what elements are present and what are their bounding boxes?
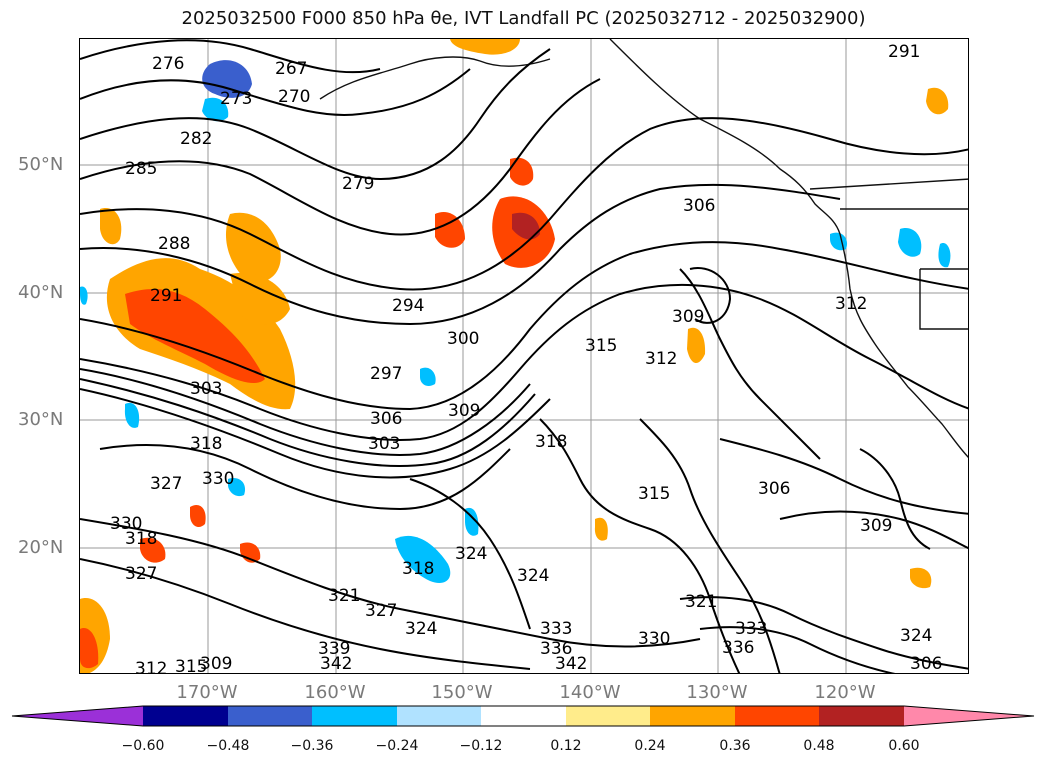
contour-label: 303	[368, 434, 400, 454]
colorbar-cell	[312, 706, 397, 726]
contour-label: 342	[555, 654, 587, 674]
contour-label: 321	[328, 586, 360, 606]
contour-label: 267	[275, 59, 307, 79]
ivt-shading	[80, 39, 951, 673]
colorbar-cell	[650, 706, 735, 726]
colorbar-tick: −0.60	[121, 738, 165, 754]
contour-label: 333	[540, 619, 572, 639]
contour-label: 336	[540, 639, 572, 659]
colorbar-cells	[12, 706, 1034, 726]
contour-label: 312	[835, 294, 867, 314]
contour-label: 318	[535, 432, 567, 452]
colorbar-cell	[397, 706, 481, 726]
lon-label-120w: 120°W	[814, 682, 876, 703]
contour-label: 312	[135, 659, 167, 674]
contour-label: 288	[158, 234, 190, 254]
contour-label: 339	[318, 639, 350, 659]
contour-label: 315	[585, 336, 617, 356]
lat-label-20n: 20°N	[18, 537, 64, 558]
contour-label: 276	[152, 54, 184, 74]
contour-label: 333	[735, 619, 767, 639]
colorbar-cell	[143, 706, 228, 726]
contour-label: 327	[365, 601, 397, 621]
lon-label-150w: 150°W	[431, 682, 493, 703]
map-title: 2025032500 F000 850 hPa θe, IVT Landfall…	[181, 8, 866, 29]
contour-label: 330	[110, 514, 142, 534]
contour-label: 330	[638, 629, 670, 649]
contour-label: 291	[888, 42, 920, 62]
contour-label: 318	[402, 559, 434, 579]
colorbar-tick: −0.36	[290, 738, 334, 754]
contour-label: 273	[220, 89, 252, 109]
colorbar-cell	[566, 706, 650, 726]
contour-label: 327	[150, 474, 182, 494]
contour-label: 291	[150, 286, 182, 306]
coastlines	[319, 39, 968, 458]
lat-label-50n: 50°N	[18, 154, 64, 175]
colorbar-tick: 0.36	[719, 738, 751, 754]
contour-label: 306	[910, 654, 942, 674]
contour-label: 321	[685, 592, 717, 612]
contour-label: 300	[447, 329, 479, 349]
lon-label-160w: 160°W	[304, 682, 366, 703]
lat-label-30n: 30°N	[18, 409, 64, 430]
lat-label-40n: 40°N	[18, 282, 64, 303]
contour-label: 309	[448, 401, 480, 421]
contour-label: 315	[175, 657, 207, 674]
lon-label-130w: 130°W	[686, 682, 748, 703]
map-panel: 276 267 273 270 282 285 279 291 288 291 …	[79, 38, 969, 674]
contour-label: 315	[638, 484, 670, 504]
theta-e-contours	[80, 39, 968, 673]
contour-label: 324	[405, 619, 437, 639]
contour-label: 324	[517, 566, 549, 586]
contour-label: 282	[180, 129, 212, 149]
colorbar-tick: −0.12	[459, 738, 503, 754]
contour-label: 327	[125, 564, 157, 584]
contour-label: 318	[125, 529, 157, 549]
colorbar-outline	[11, 705, 1035, 727]
contour-label: 306	[683, 196, 715, 216]
contour-label: 336	[722, 638, 754, 658]
colorbar-cell	[228, 706, 312, 726]
colorbar-extend-left	[12, 706, 143, 726]
lon-label-170w: 170°W	[176, 682, 238, 703]
contour-label: 318	[190, 434, 222, 454]
colorbar-tick: 0.60	[888, 738, 920, 754]
contour-label: 303	[190, 379, 222, 399]
colorbar-extend-right	[904, 706, 1034, 726]
contour-label: 309	[860, 516, 892, 536]
colorbar-cell	[481, 706, 566, 726]
colorbar-cell	[735, 706, 819, 726]
contour-label: 342	[320, 654, 352, 674]
contour-label: 330	[202, 469, 234, 489]
colorbar-tick: 0.24	[634, 738, 666, 754]
contour-label: 312	[645, 349, 677, 369]
contour-label-group: 276 267 273 270 282 285 279 291 288 291 …	[110, 42, 942, 674]
map-svg: 276 267 273 270 282 285 279 291 288 291 …	[80, 39, 968, 674]
contour-label: 297	[370, 364, 402, 384]
lon-label-140w: 140°W	[559, 682, 621, 703]
contour-label: 294	[392, 296, 424, 316]
contour-label: 309	[672, 307, 704, 327]
colorbar	[11, 705, 1035, 727]
contour-label: 324	[900, 626, 932, 646]
contour-label: 270	[278, 87, 310, 107]
contour-label: 324	[455, 544, 487, 564]
contour-label: 306	[370, 409, 402, 429]
contour-label: 279	[342, 174, 374, 194]
colorbar-tick: −0.48	[206, 738, 250, 754]
colorbar-cell	[819, 706, 904, 726]
colorbar-tick: 0.12	[550, 738, 582, 754]
contour-label: 306	[758, 479, 790, 499]
colorbar-tick: −0.24	[375, 738, 419, 754]
contour-label: 309	[200, 654, 232, 674]
colorbar-tick: 0.48	[803, 738, 835, 754]
contour-label: 285	[125, 159, 157, 179]
